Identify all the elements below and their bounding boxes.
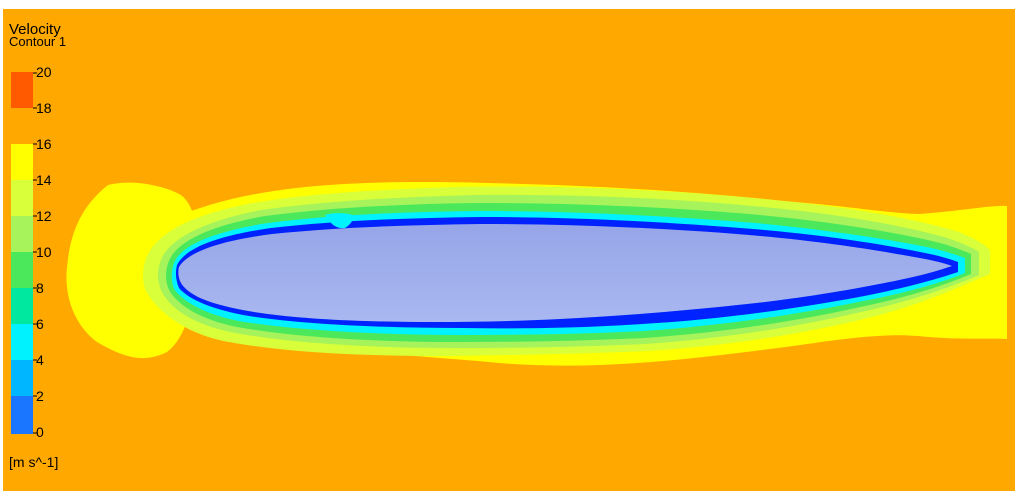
legend-unit: [m s^-1] — [9, 454, 59, 470]
legend-tick-16: 16 — [36, 136, 52, 152]
legend-tick-6: 6 — [36, 316, 44, 332]
legend-tick-14: 14 — [36, 172, 52, 188]
colorbar-band-4 — [11, 180, 33, 216]
colorbar-band-3 — [11, 144, 33, 180]
colorbar-band-2 — [11, 108, 33, 144]
legend-tick-12: 12 — [36, 208, 52, 224]
legend-tick-18: 18 — [36, 100, 52, 116]
legend-colorbar — [11, 72, 37, 434]
colorbar-band-6 — [11, 252, 33, 288]
legend-title: Velocity — [9, 21, 61, 38]
stagnation-region — [66, 182, 199, 359]
legend-subtitle: Contour 1 — [9, 34, 67, 49]
legend-tick-0: 0 — [36, 424, 44, 440]
velocity-contour-plot — [3, 9, 1015, 491]
legend-tick-2: 2 — [36, 388, 44, 404]
surface-bump-marker — [325, 213, 354, 229]
legend-tick-4: 4 — [36, 352, 44, 368]
colorbar-band-8 — [11, 324, 33, 360]
colorbar-band-7 — [11, 288, 33, 324]
airfoil-surface — [178, 224, 952, 323]
legend-tick-8: 8 — [36, 280, 44, 296]
velocity-legend: Velocity Contour 1 20 18 — [6, 20, 96, 480]
colorbar-band-9 — [11, 360, 33, 396]
legend-tick-10: 10 — [36, 244, 52, 260]
legend-tick-20: 20 — [36, 64, 52, 80]
colorbar-band-5 — [11, 216, 33, 252]
colorbar-band-10 — [11, 396, 33, 434]
colorbar-band-1 — [11, 72, 33, 108]
